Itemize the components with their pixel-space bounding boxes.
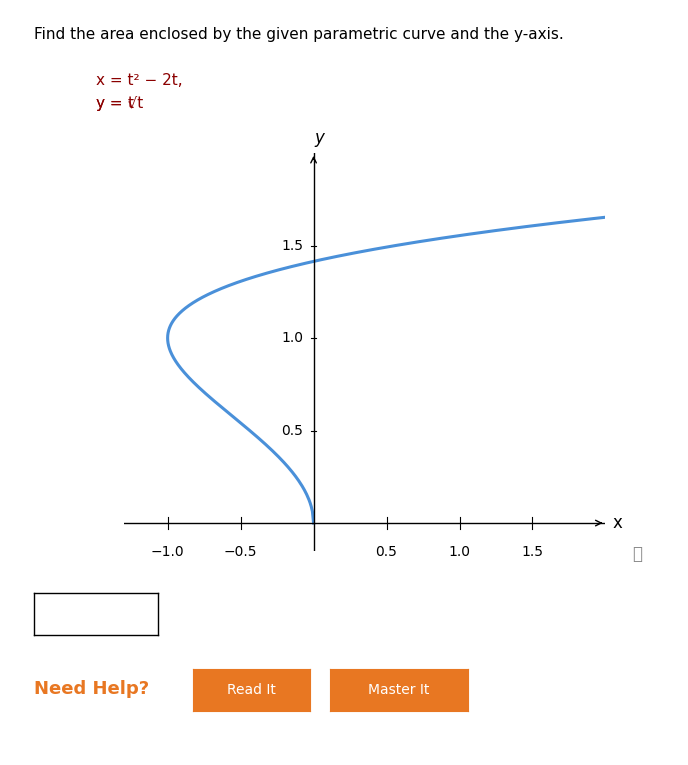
Text: −0.5: −0.5 [224, 545, 257, 559]
Text: 1.5: 1.5 [281, 239, 303, 252]
Text: Find the area enclosed by the given parametric curve and the y-axis.: Find the area enclosed by the given para… [34, 27, 564, 42]
Text: ⓘ: ⓘ [632, 545, 643, 563]
Text: 1.0: 1.0 [449, 545, 471, 559]
Text: 0.5: 0.5 [281, 424, 303, 438]
Text: y: y [314, 129, 324, 148]
Text: x: x [613, 514, 623, 532]
Text: x = t² − 2t,: x = t² − 2t, [96, 73, 183, 88]
Text: t: t [127, 96, 133, 111]
Text: −1.0: −1.0 [151, 545, 184, 559]
Text: 1.0: 1.0 [281, 331, 303, 345]
Text: 0.5: 0.5 [376, 545, 398, 559]
Text: Need Help?: Need Help? [34, 679, 149, 698]
Text: y =: y = [96, 96, 128, 111]
Text: Read It: Read It [226, 683, 276, 698]
Text: 1.5: 1.5 [522, 545, 544, 559]
Text: Master It: Master It [368, 683, 430, 698]
Text: y = √t: y = √t [96, 96, 144, 111]
